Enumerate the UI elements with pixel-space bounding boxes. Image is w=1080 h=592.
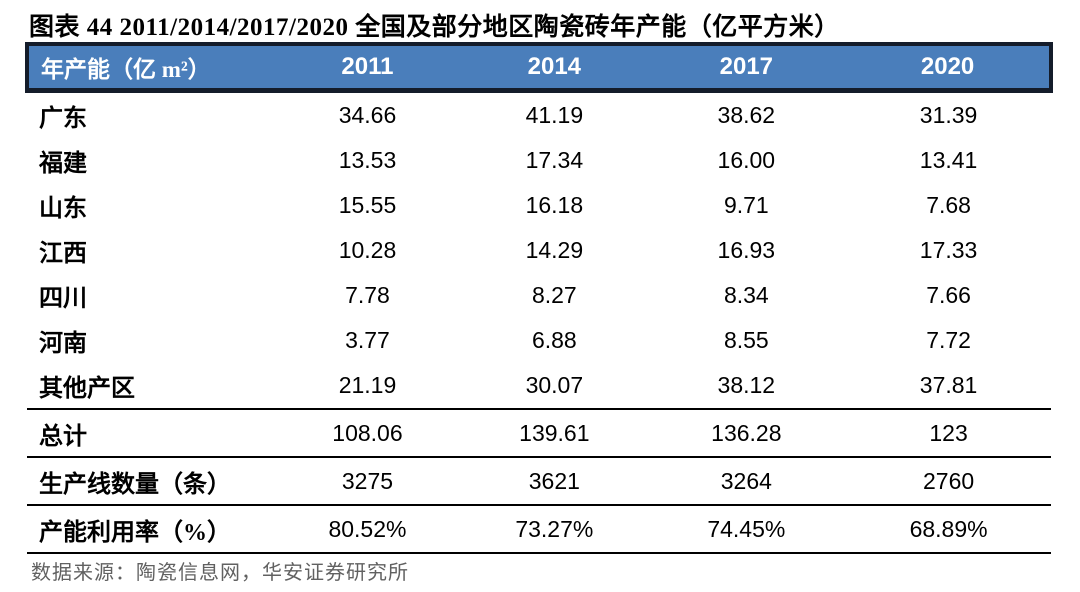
value-cell: 108.06 <box>272 409 463 458</box>
value-cell: 8.27 <box>531 282 577 308</box>
value-cell: 8.55 <box>723 327 769 353</box>
value-cell: 38.62 <box>717 102 776 128</box>
value-cell: 3275 <box>272 457 463 506</box>
table-header-row: 年产能（亿 m²） 2011 2014 2017 2020 <box>25 42 1053 93</box>
table-row-henan: 河南 3.77 6.88 8.55 7.72 <box>27 318 1051 363</box>
header-year-2017: 2017 <box>646 42 847 93</box>
value-cell: 37.81 <box>846 363 1051 410</box>
region-label: 广东 <box>39 106 87 132</box>
table-row-other-regions: 其他产区 21.19 30.07 38.12 37.81 <box>27 363 1051 410</box>
value-cell: 38.12 <box>646 363 847 410</box>
value-cell: 15.55 <box>338 192 397 218</box>
value-cell: 3621 <box>462 457 647 506</box>
value-cell: 13.53 <box>338 147 397 173</box>
header-year-2020: 2020 <box>846 42 1053 93</box>
value-cell: 21.19 <box>272 363 463 410</box>
header-metric-label: 年产能（亿 m²） <box>25 42 273 93</box>
data-source-note: 数据来源：陶瓷信息网，华安证券研究所 <box>31 562 409 584</box>
region-label: 其他产区 <box>27 363 273 410</box>
value-cell: 41.19 <box>525 102 584 128</box>
table-row-fujian: 福建 13.53 17.34 16.00 13.41 <box>27 138 1051 183</box>
table-row-shandong: 山东 15.55 16.18 9.71 7.68 <box>27 183 1051 228</box>
summary-label: 产能利用率（%） <box>27 505 273 554</box>
capacity-table: 年产能（亿 m²） 2011 2014 2017 2020 广东 34.66 4… <box>25 42 1053 554</box>
value-cell: 13.41 <box>919 147 978 173</box>
value-cell: 74.45% <box>646 505 847 554</box>
value-cell: 34.66 <box>338 102 397 128</box>
value-cell: 7.68 <box>926 192 971 218</box>
region-label: 山东 <box>39 196 87 222</box>
value-cell: 10.28 <box>338 237 397 263</box>
value-cell: 17.34 <box>525 147 584 173</box>
summary-label: 总计 <box>27 409 273 458</box>
table-head: 年产能（亿 m²） 2011 2014 2017 2020 <box>25 42 1053 93</box>
value-cell: 139.61 <box>462 409 647 458</box>
value-cell: 16.18 <box>525 192 584 218</box>
value-cell: 8.34 <box>723 282 769 308</box>
table-row-utilization-rate: 产能利用率（%） 80.52% 73.27% 74.45% 68.89% <box>27 505 1051 554</box>
value-cell: 16.93 <box>717 237 776 263</box>
region-label: 江西 <box>39 241 87 267</box>
figure-title: 图表 44 2011/2014/2017/2020 全国及部分地区陶瓷砖年产能（… <box>29 14 840 41</box>
header-year-2011: 2011 <box>272 42 463 93</box>
value-cell: 80.52% <box>272 505 463 554</box>
value-cell: 3264 <box>646 457 847 506</box>
value-cell: 73.27% <box>462 505 647 554</box>
table-body: 广东 34.66 41.19 38.62 31.39 福建 13.53 17.3… <box>27 91 1051 554</box>
value-cell: 31.39 <box>919 102 978 128</box>
region-label: 河南 <box>39 331 87 357</box>
region-label: 四川 <box>39 286 87 312</box>
value-cell: 2760 <box>846 457 1051 506</box>
value-cell: 16.00 <box>717 147 776 173</box>
header-year-2014: 2014 <box>462 42 647 93</box>
value-cell: 17.33 <box>919 237 978 263</box>
value-cell: 14.29 <box>525 237 584 263</box>
table-row-production-lines: 生产线数量（条） 3275 3621 3264 2760 <box>27 457 1051 506</box>
value-cell: 136.28 <box>646 409 847 458</box>
value-cell: 3.77 <box>345 327 390 353</box>
value-cell: 7.72 <box>926 327 971 353</box>
table-row-jiangxi: 江西 10.28 14.29 16.93 17.33 <box>27 228 1051 273</box>
summary-label: 生产线数量（条） <box>27 457 273 506</box>
value-cell: 9.71 <box>723 192 769 218</box>
region-label: 福建 <box>39 151 87 177</box>
table-row-sichuan: 四川 7.78 8.27 8.34 7.66 <box>27 273 1051 318</box>
value-cell: 7.66 <box>926 282 971 308</box>
value-cell: 6.88 <box>531 327 577 353</box>
value-cell: 30.07 <box>462 363 647 410</box>
value-cell: 68.89% <box>846 505 1051 554</box>
value-cell: 7.78 <box>345 282 390 308</box>
value-cell: 123 <box>846 409 1051 458</box>
table-row-total: 总计 108.06 139.61 136.28 123 <box>27 409 1051 458</box>
table-row-guangdong: 广东 34.66 41.19 38.62 31.39 <box>27 91 1051 139</box>
